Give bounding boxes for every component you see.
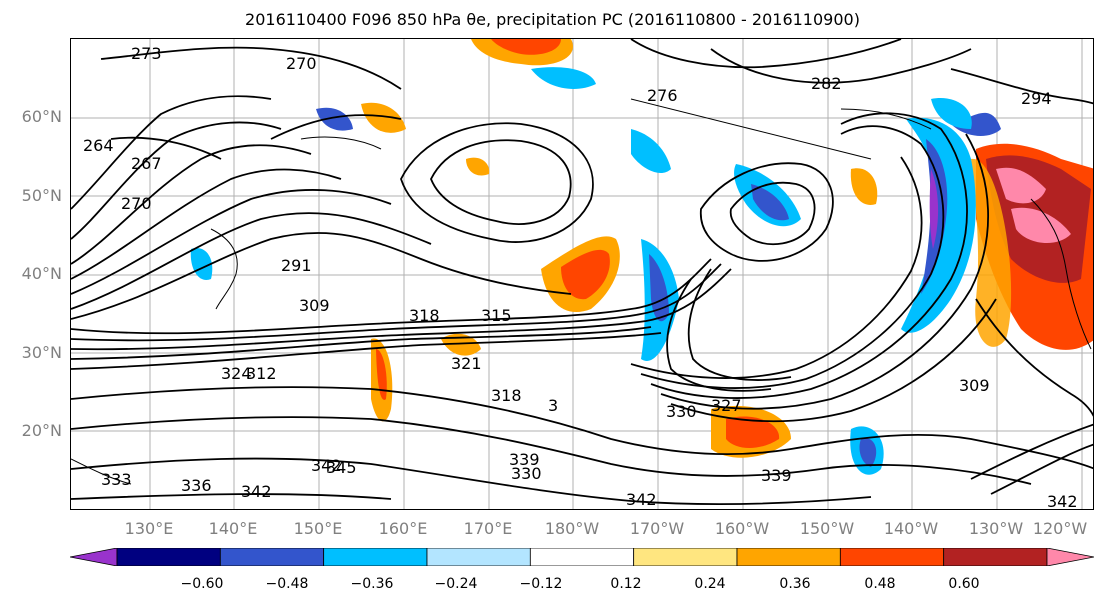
lon-label-140w: 140°W bbox=[883, 519, 939, 538]
colorbar-tick: −0.60 bbox=[180, 576, 224, 592]
colorbar-segment bbox=[633, 548, 738, 566]
colorbar-tick: 0.24 bbox=[694, 576, 726, 592]
contour-label-group: 273 270 264 267 270 276 282 294 291 309 … bbox=[83, 44, 1078, 510]
colorbar-tick: 0.60 bbox=[948, 576, 980, 592]
colorbar-tick: −0.12 bbox=[519, 576, 563, 592]
contour-label: 342 bbox=[311, 456, 342, 475]
contour-label: 282 bbox=[811, 74, 842, 93]
colorbar-tick: −0.36 bbox=[350, 576, 394, 592]
contour-label: 339 bbox=[761, 466, 792, 485]
lon-label-160w: 160°W bbox=[714, 519, 770, 538]
colorbar bbox=[70, 548, 1094, 566]
contour-label: 327 bbox=[711, 396, 742, 415]
lat-label-40n: 40°N bbox=[21, 264, 62, 283]
contour-label: 267 bbox=[131, 154, 162, 173]
map-canvas: 273 270 264 267 270 276 282 294 291 309 … bbox=[71, 39, 1093, 510]
contour-label: 336 bbox=[181, 476, 212, 495]
precip-shading bbox=[190, 39, 1093, 475]
contour-label: 339 bbox=[509, 450, 540, 469]
contour-label: 345 bbox=[326, 458, 357, 477]
contour-label: 342 bbox=[626, 490, 657, 509]
contour-label: 3 bbox=[548, 396, 558, 415]
lon-label-150w: 150°W bbox=[799, 519, 855, 538]
lat-label-60n: 60°N bbox=[21, 107, 62, 126]
colorbar-segment bbox=[116, 548, 221, 566]
colorbar-segment bbox=[529, 548, 635, 566]
colorbar-segment bbox=[1046, 548, 1094, 566]
map-title: 2016110400 F096 850 hPa θe, precipitatio… bbox=[245, 10, 860, 29]
colorbar-segments bbox=[70, 548, 1094, 566]
lon-label-180w: 180°W bbox=[544, 519, 600, 538]
contour-label: 270 bbox=[121, 194, 152, 213]
theta-e-contours bbox=[71, 39, 1093, 506]
colorbar-segment bbox=[70, 548, 118, 566]
colorbar-segment bbox=[839, 548, 945, 566]
contour-label: 312 bbox=[246, 364, 277, 383]
contour-label: 315 bbox=[481, 306, 512, 325]
contour-label: 333 bbox=[101, 470, 132, 489]
contour-label: 294 bbox=[1021, 89, 1052, 108]
colorbar-segment bbox=[943, 548, 1048, 566]
coastlines bbox=[71, 98, 1092, 485]
contour-label: 309 bbox=[959, 376, 990, 395]
lon-label-120w: 120°W bbox=[1032, 519, 1088, 538]
contour-label: 276 bbox=[647, 86, 678, 105]
lat-label-30n: 30°N bbox=[21, 343, 62, 362]
colorbar-segment bbox=[736, 548, 841, 566]
map-frame[interactable]: 273 270 264 267 270 276 282 294 291 309 … bbox=[70, 38, 1094, 510]
lon-label-160e: 160°E bbox=[378, 519, 428, 538]
contour-label: 309 bbox=[299, 296, 330, 315]
colorbar-tick: 0.36 bbox=[779, 576, 811, 592]
lon-label-170e: 170°E bbox=[463, 519, 513, 538]
colorbar-segment bbox=[426, 548, 531, 566]
contour-label: 342 bbox=[241, 482, 272, 501]
contour-label: 273 bbox=[131, 44, 162, 63]
lat-label-50n: 50°N bbox=[21, 186, 62, 205]
lon-label-140e: 140°E bbox=[208, 519, 258, 538]
contour-label: 330 bbox=[666, 402, 697, 421]
lat-label-20n: 20°N bbox=[21, 421, 62, 440]
colorbar-tick: 0.12 bbox=[610, 576, 642, 592]
colorbar-segment bbox=[323, 548, 428, 566]
contour-label: 330 bbox=[511, 464, 542, 483]
colorbar-tick: 0.48 bbox=[864, 576, 896, 592]
colorbar-tick: −0.48 bbox=[265, 576, 309, 592]
colorbar-tick: −0.24 bbox=[434, 576, 478, 592]
lon-label-150e: 150°E bbox=[293, 519, 343, 538]
contour-label: 264 bbox=[83, 136, 114, 155]
lon-label-130w: 130°W bbox=[968, 519, 1024, 538]
contour-label: 270 bbox=[286, 54, 317, 73]
contour-label: 324 bbox=[221, 364, 252, 383]
colorbar-segment bbox=[219, 548, 325, 566]
lon-label-130e: 130°E bbox=[124, 519, 174, 538]
contour-label: 318 bbox=[409, 306, 440, 325]
contour-label: 291 bbox=[281, 256, 312, 275]
contour-label: 321 bbox=[451, 354, 482, 373]
contour-label: 318 bbox=[491, 386, 522, 405]
contour-label: 342 bbox=[1047, 492, 1078, 510]
lon-label-170w: 170°W bbox=[629, 519, 685, 538]
